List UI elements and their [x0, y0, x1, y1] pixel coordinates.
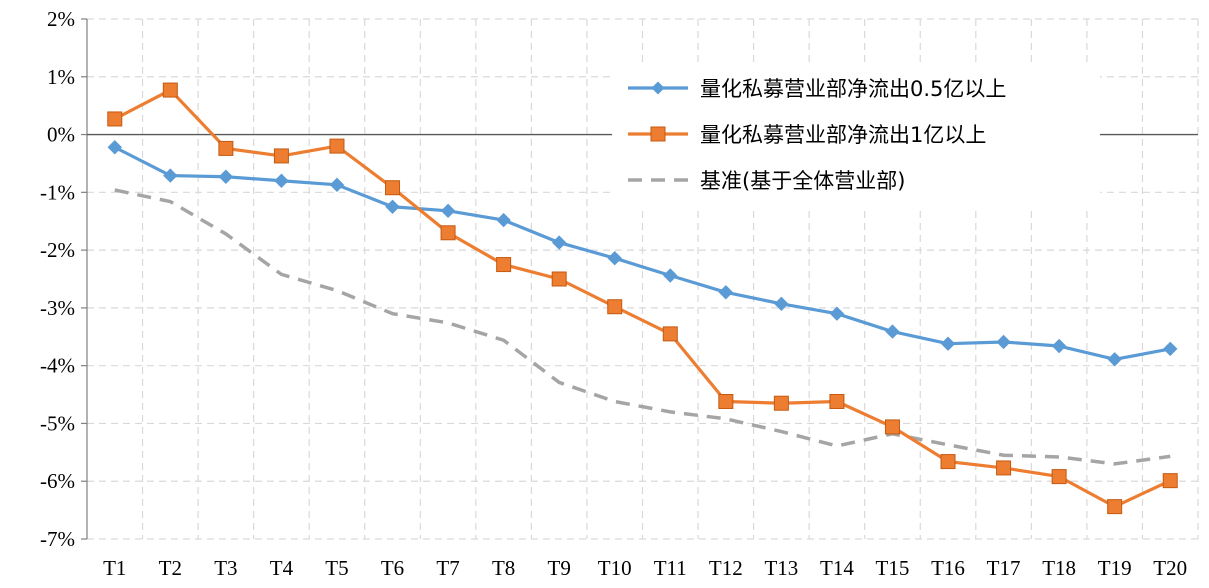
- data-point: [440, 203, 456, 219]
- data-point: [496, 212, 511, 228]
- data-point: [718, 285, 734, 300]
- x-tick-label: T3: [214, 556, 237, 580]
- series-line-2: [114, 188, 1171, 466]
- data-point: [885, 324, 900, 339]
- data-point: [663, 268, 678, 283]
- series-1: [107, 82, 1178, 515]
- y-tick-label: -5%: [40, 411, 75, 435]
- data-point: [273, 148, 289, 164]
- data-point: [218, 169, 234, 184]
- series-line-0: [114, 145, 1171, 361]
- legend-marker: [650, 126, 666, 142]
- data-point: [607, 250, 622, 266]
- data-point: [884, 419, 900, 435]
- legend-label: 量化私募营业部净流出0.5亿以上: [700, 77, 1006, 101]
- y-tick-label: -7%: [40, 527, 75, 551]
- series-line-1: [114, 88, 1171, 509]
- y-tick-label: 0%: [47, 123, 75, 147]
- data-point: [274, 173, 289, 188]
- legend: 量化私募营业部净流出0.5亿以上量化私募营业部净流出1亿以上基准(基于全体营业部…: [612, 64, 1100, 209]
- series-lines: [107, 82, 1178, 515]
- data-point: [829, 393, 845, 409]
- data-point: [1051, 469, 1067, 485]
- data-point: [1107, 499, 1123, 515]
- y-tick-labels: 2% 1% 0% -1% -2% -3% -4% -5% -6% -7%: [40, 7, 75, 551]
- data-point: [718, 393, 734, 409]
- data-point: [773, 395, 789, 411]
- data-point: [1051, 338, 1067, 354]
- data-point: [107, 111, 123, 127]
- series-0: [107, 140, 1178, 367]
- data-point: [996, 460, 1012, 476]
- y-tick-label: 1%: [47, 65, 75, 89]
- y-tick-label: -4%: [40, 354, 75, 378]
- data-point: [329, 177, 345, 193]
- data-point: [829, 306, 845, 321]
- x-tick-label: T20: [1153, 556, 1187, 580]
- series-2: [114, 188, 1171, 466]
- x-tick-label: T2: [159, 556, 182, 580]
- data-point: [774, 296, 789, 312]
- x-tick-label: T10: [598, 556, 632, 580]
- data-point: [218, 140, 234, 156]
- y-tick-label: -1%: [40, 180, 75, 204]
- data-point: [1163, 341, 1178, 357]
- data-point: [385, 180, 401, 196]
- x-tick-label: T13: [764, 556, 798, 580]
- data-point: [1107, 352, 1122, 367]
- x-tick-label: T19: [1098, 556, 1132, 580]
- legend-background: [612, 64, 1100, 209]
- x-tick-label: T1: [103, 556, 126, 580]
- legend-marker: [651, 81, 665, 95]
- data-point: [996, 334, 1011, 350]
- data-point: [440, 225, 456, 241]
- x-tick-label: T5: [325, 556, 348, 580]
- data-point: [162, 82, 178, 98]
- x-tick-label: T8: [492, 556, 515, 580]
- x-tick-label: T15: [876, 556, 910, 580]
- data-point: [940, 454, 956, 470]
- data-point: [1162, 473, 1178, 489]
- data-point: [662, 326, 678, 342]
- x-tick-label: T4: [270, 556, 294, 580]
- data-point: [607, 299, 623, 315]
- data-point: [163, 168, 178, 183]
- x-tick-label: T17: [987, 556, 1021, 580]
- x-tick-label: T9: [548, 556, 571, 580]
- data-point: [385, 199, 400, 214]
- y-tick-label: -6%: [40, 469, 75, 493]
- data-point: [329, 138, 345, 154]
- data-point: [551, 235, 567, 250]
- x-tick-label: T11: [654, 556, 687, 580]
- x-tick-label: T18: [1042, 556, 1076, 580]
- data-point: [940, 336, 956, 351]
- y-tick-label: -2%: [40, 238, 75, 262]
- y-tick-label: -3%: [40, 296, 75, 320]
- x-tick-label: T16: [931, 556, 965, 580]
- y-tick-label: 2%: [47, 7, 75, 31]
- grid: [87, 18, 1199, 540]
- x-tick-label: T6: [381, 556, 404, 580]
- x-tick-label: T12: [709, 556, 743, 580]
- x-tick-label: T7: [436, 556, 459, 580]
- data-point: [551, 271, 567, 287]
- data-point: [107, 140, 122, 155]
- legend-label: 量化私募营业部净流出1亿以上: [700, 123, 986, 147]
- legend-label: 基准(基于全体营业部): [700, 169, 905, 193]
- x-tick-label: T14: [820, 556, 854, 580]
- x-tick-labels: T1 T2 T3 T4 T5 T6 T7 T8 T9 T10 T11 T12 T13 T14 T15 T16 T…: [103, 556, 1187, 580]
- data-point: [496, 257, 512, 273]
